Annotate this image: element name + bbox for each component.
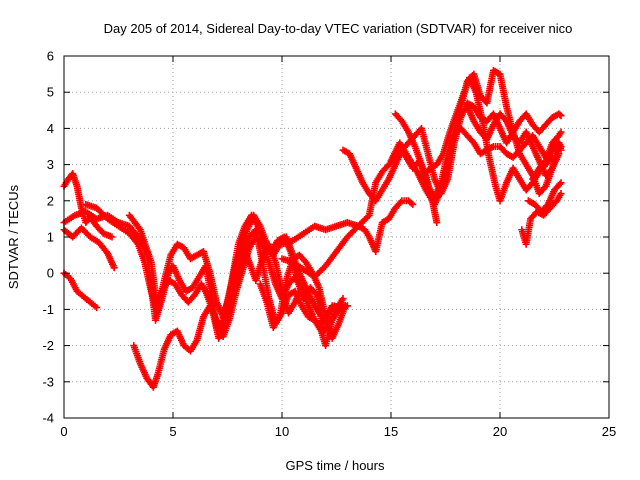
data-point-marker: [328, 302, 336, 310]
data-point-marker: [556, 111, 564, 119]
data-point-marker: [557, 146, 565, 154]
y-tick-label: -2: [42, 338, 54, 353]
chart-title: Day 205 of 2014, Sidereal Day-to-day VTE…: [104, 21, 573, 36]
series-track-19: [524, 179, 565, 216]
y-tick-label: 1: [47, 230, 54, 245]
tick-layer: 0 5 10 15 20 25 -4 -3 -2 -1 0 1 2 3 4 5 6: [42, 49, 616, 440]
y-tick-label: 0: [47, 266, 54, 281]
x-tick-label: 0: [60, 424, 67, 439]
y-axis-label: SDTVAR / TECUs: [6, 184, 21, 289]
x-tick-label: 10: [275, 424, 289, 439]
x-tick-label: 20: [493, 424, 507, 439]
series-track-03: [60, 224, 118, 272]
data-point-marker: [110, 264, 118, 272]
x-tick-label: 15: [384, 424, 398, 439]
y-tick-label: 3: [47, 157, 54, 172]
y-tick-label: 5: [47, 85, 54, 100]
data-point-marker: [557, 112, 565, 120]
data-point-marker: [93, 304, 101, 312]
data-point-marker: [555, 150, 563, 158]
data-point-marker: [557, 179, 565, 187]
data-point-marker: [557, 190, 565, 198]
marker-layer: [60, 66, 565, 391]
data-point-marker: [108, 233, 116, 241]
y-tick-label: -4: [42, 411, 54, 426]
x-tick-label: 25: [602, 424, 616, 439]
data-point-marker: [557, 128, 565, 136]
data-point-marker: [341, 302, 349, 310]
y-tick-label: -1: [42, 302, 54, 317]
data-point-marker: [397, 198, 405, 206]
series-track-11: [278, 197, 417, 255]
y-tick-label: -3: [42, 374, 54, 389]
data-point-marker: [407, 199, 415, 207]
data-point-marker: [409, 200, 417, 208]
data-point-marker: [339, 295, 347, 303]
x-tick-label: 5: [169, 424, 176, 439]
data-point-marker: [556, 180, 564, 188]
series-track-02: [60, 269, 101, 312]
series-track-17: [463, 103, 563, 179]
y-tick-label: 4: [47, 121, 54, 136]
data-point-marker: [433, 219, 441, 227]
x-axis-label: GPS time / hours: [286, 458, 385, 473]
y-tick-label: 2: [47, 193, 54, 208]
series-track-20: [529, 128, 565, 183]
y-tick-label: 6: [47, 49, 54, 64]
